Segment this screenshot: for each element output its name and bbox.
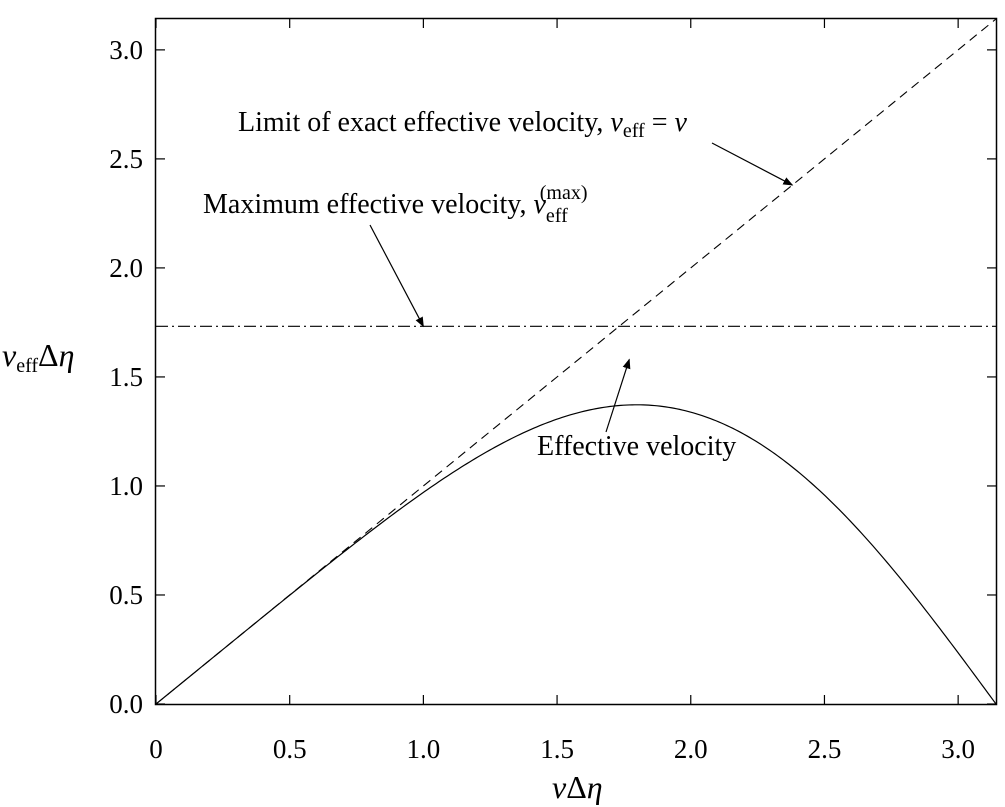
y-ticks: 0.0 0.5 1.0 1.5 2.0 2.5 3.0 — [109, 35, 996, 719]
x-ticks: 0 0.5 1.0 1.5 2.0 2.5 3.0 — [149, 19, 975, 764]
annotation-arrows — [369, 142, 794, 433]
y-tick-label: 0.0 — [109, 689, 143, 719]
annotation-effective: Effective velocity — [537, 431, 736, 462]
series-limit-exact-effective-velocity — [155, 18, 997, 705]
y-tick-label: 1.5 — [109, 362, 143, 392]
x-axis-label: vΔη — [552, 769, 603, 805]
x-tick-label: 3.0 — [941, 734, 975, 764]
series-layer — [155, 18, 997, 705]
y-tick-label: 2.5 — [109, 144, 143, 174]
annotation-max: Maximum effective velocity, veff(max) — [203, 182, 588, 227]
x-tick-label: 0 — [149, 734, 163, 764]
y-axis-label: veffΔη — [2, 337, 75, 377]
x-tick-label: 2.0 — [674, 734, 708, 764]
arrow-limit — [711, 142, 794, 186]
y-tick-label: 1.0 — [109, 471, 143, 501]
x-tick-label: 1.0 — [407, 734, 441, 764]
plot-frame — [154, 17, 998, 706]
y-tick-label: 2.0 — [109, 253, 143, 283]
arrow-effective — [605, 358, 631, 433]
y-tick-label: 3.0 — [109, 35, 143, 65]
y-tick-label: 0.5 — [109, 580, 143, 610]
arrow-max — [369, 224, 424, 328]
x-tick-label: 1.5 — [540, 734, 574, 764]
x-tick-label: 2.5 — [808, 734, 842, 764]
annotation-limit: Limit of exact effective velocity, veff … — [238, 107, 687, 142]
x-tick-label: 0.5 — [273, 734, 307, 764]
